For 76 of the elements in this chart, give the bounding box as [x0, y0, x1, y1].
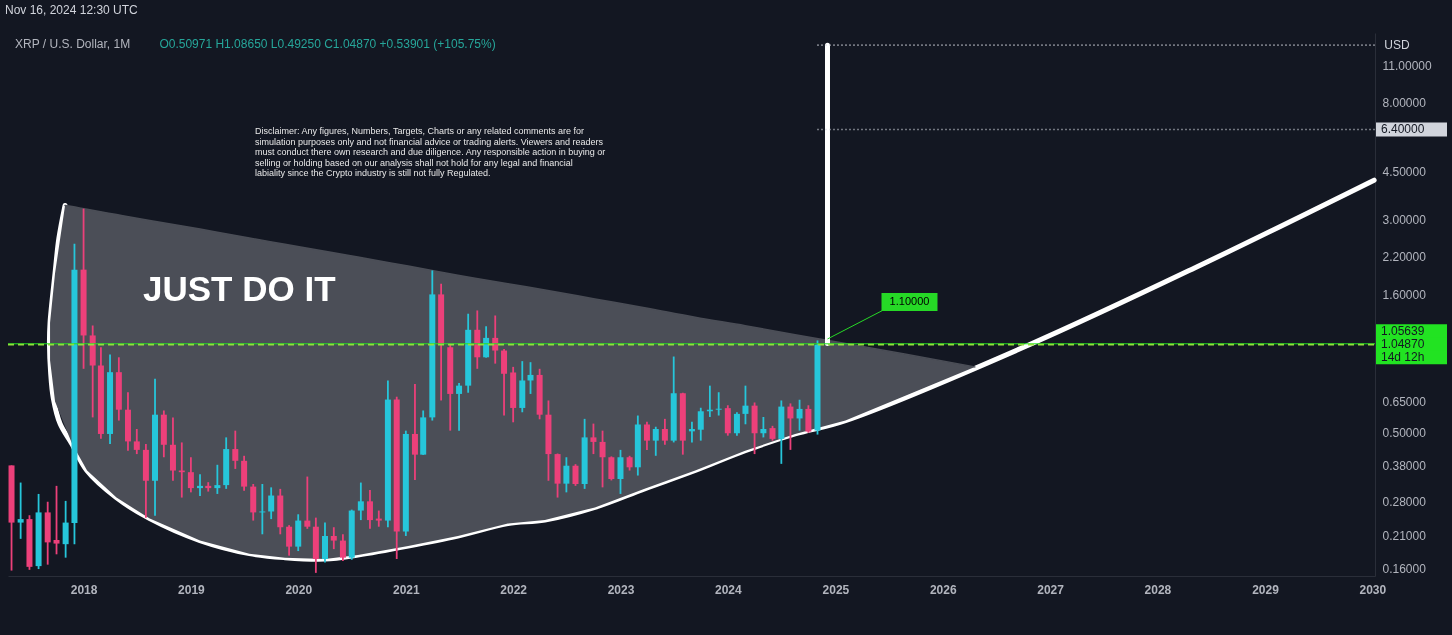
candlestick [805, 404, 812, 434]
x-tick-label: 2029 [1252, 582, 1280, 597]
candlestick [787, 402, 794, 451]
y-tick-label: 2.20000 [1382, 250, 1427, 265]
candlestick [187, 456, 194, 494]
y-tick-label: 1.60000 [1382, 287, 1427, 302]
candlestick [214, 463, 221, 495]
candlestick [330, 526, 337, 551]
y-tick-label: 4.50000 [1382, 164, 1427, 179]
x-tick-label: 2022 [500, 582, 528, 597]
candlestick [286, 524, 293, 557]
x-tick-label: 2021 [392, 582, 421, 597]
candlestick [62, 500, 69, 559]
candlestick [17, 481, 24, 540]
candlestick [456, 382, 463, 432]
candlestick [375, 509, 382, 528]
ref-line-label: 6.40000 [1381, 122, 1425, 137]
chart-subtitle: O0.50971 H1.08650 L0.49250 C1.04870 +0.53901 (+105.75%) [159, 37, 496, 51]
candlestick [733, 411, 740, 437]
candlestick [572, 463, 579, 487]
x-tick-label: 2020 [285, 582, 313, 597]
text: 14d 12h [1381, 350, 1425, 365]
candlestick [661, 417, 668, 446]
candlestick [492, 314, 499, 365]
candlestick [232, 429, 239, 470]
candlestick [339, 533, 346, 563]
candlestick [608, 455, 615, 482]
y-tick-label: 0.21000 [1382, 529, 1427, 544]
x-tick-label: 2019 [178, 582, 206, 597]
x-tick-label: 2024 [714, 582, 742, 597]
candlestick [268, 486, 275, 520]
y-tick-label: 0.16000 [1382, 561, 1427, 576]
candlestick [643, 420, 650, 451]
y-tick-label: 0.50000 [1382, 426, 1427, 441]
candlestick [53, 484, 60, 556]
annotation: Disclaimer: Any figures, Numbers, Targets, Charts or any related comments are for simulation purposes only and not financial advice or trading alerts. Viewers and readers must conduct there own research and due diligence. Any responsible action in buying or selling or holding based on our analysis shall not hold for any legal and financial labiality since the Crypto industry is still not fully Regulated. [255, 126, 606, 178]
candlestick [366, 489, 373, 530]
candlestick [527, 361, 534, 395]
x-tick-label: 2027 [1037, 582, 1065, 597]
candlestick [617, 448, 624, 495]
ref-line-label: 1.04870 [1381, 337, 1425, 352]
y-tick-label: 0.28000 [1382, 495, 1427, 510]
y-tick-label: 11.00000 [1382, 58, 1432, 73]
annotation: 1.10000 [889, 294, 930, 307]
candlestick [599, 429, 606, 489]
text: Nov 16, 2024 12:30 UTC [5, 3, 139, 17]
candlestick [760, 416, 767, 439]
candlestick [697, 406, 704, 442]
y-axis-title: USD [1384, 38, 1410, 52]
candlestick [715, 391, 722, 417]
x-tick-label: 2018 [70, 582, 98, 597]
candlestick [563, 456, 570, 494]
x-tick-label: 2026 [929, 582, 957, 597]
candlestick [590, 422, 597, 455]
x-tick-label: 2028 [1144, 582, 1172, 597]
ref-line-label: 1.05639 [1381, 324, 1425, 339]
candlestick [411, 383, 418, 481]
candlestick [357, 481, 364, 521]
x-tick-label: 2023 [607, 582, 635, 597]
candlestick [501, 348, 508, 417]
y-tick-label: 3.00000 [1382, 213, 1427, 228]
annotation: JUST DO IT [143, 269, 336, 308]
candlestick [321, 521, 328, 564]
chart-title: XRP / U.S. Dollar, 1M [15, 37, 131, 51]
x-tick-label: 2030 [1359, 582, 1387, 597]
x-tick-label: 2025 [822, 582, 850, 597]
y-tick-label: 0.65000 [1382, 395, 1427, 410]
y-tick-label: 8.00000 [1382, 96, 1427, 111]
candlestick [259, 483, 266, 536]
candlestick [742, 384, 749, 426]
candlestick [304, 475, 311, 530]
candlestick [483, 325, 490, 359]
y-tick-label: 0.38000 [1382, 458, 1427, 473]
candlestick [796, 398, 803, 432]
candlestick [652, 425, 659, 457]
candlestick [133, 428, 140, 455]
